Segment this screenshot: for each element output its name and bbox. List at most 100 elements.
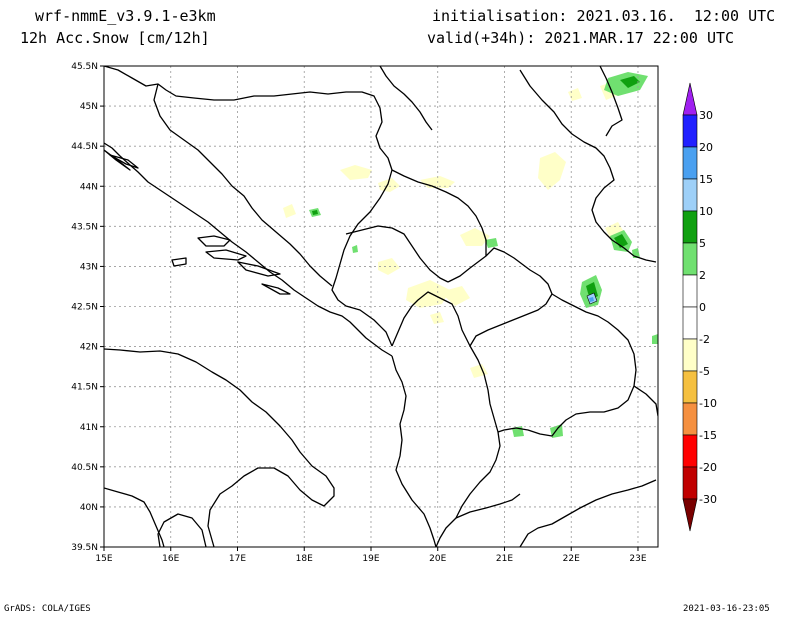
lat-tick-label: 41N [80, 423, 98, 433]
lat-tick-label: 45N [80, 102, 98, 112]
lat-tick-label: 44N [80, 182, 98, 192]
bulgaria-north [633, 255, 657, 263]
greece-coast [519, 479, 657, 547]
snow-light-patches [283, 82, 625, 378]
romania-north [599, 66, 623, 137]
lon-tick-label: 19E [362, 554, 379, 564]
colorbar-label: 10 [699, 205, 713, 218]
model-title: wrf-nmmE_v3.9.1-e3km [35, 7, 216, 25]
snow-light-patch [440, 286, 470, 306]
lon-tick-label: 16E [162, 554, 179, 564]
snow-light-patch [430, 312, 444, 324]
border-kosovo [447, 247, 553, 347]
colorbar-label: 30 [699, 109, 713, 122]
snow-light-patch [568, 88, 582, 101]
colorbar-bin [682, 146, 698, 180]
colorbar-bin [682, 210, 698, 244]
colorbar-label: 5 [699, 237, 706, 250]
italy-coast-west [104, 487, 165, 547]
colorbar-label: 15 [699, 173, 713, 186]
colorbar-bin [682, 242, 698, 276]
colorbar-label: -15 [699, 429, 717, 442]
island-korcula [171, 257, 187, 267]
snow-light-patch [460, 228, 490, 246]
colorbar-label: 0 [699, 301, 706, 314]
colorbar-bin [682, 178, 698, 212]
colorbar-top-arrow [682, 82, 698, 116]
border-serbia-north [379, 66, 433, 131]
colorbar-bottom-arrow [682, 498, 698, 532]
colorbar-label: -5 [699, 365, 710, 378]
colorbar-label: -2 [699, 333, 710, 346]
lat-tick-label: 39.5N [71, 543, 98, 553]
lat-tick-label: 42N [80, 343, 98, 353]
greece-west-coast [455, 493, 521, 519]
italy-gulf-taranto [157, 513, 207, 547]
snow-light-patch [538, 152, 566, 190]
snow-green-patch [512, 426, 524, 437]
render-timestamp: 2021-03-16-23:05 [683, 604, 770, 614]
border-bosnia-west [153, 83, 333, 287]
border-montenegro [345, 225, 449, 283]
valid-time: valid(+34h): 2021.MAR.17 22:00 UTC [427, 29, 735, 47]
border-bosnia-north [104, 66, 393, 171]
island-mljet [261, 283, 291, 295]
colorbar-label: 2 [699, 269, 706, 282]
island-brac [197, 235, 231, 247]
colorbar-label: -30 [699, 493, 717, 506]
colorbar-bin [682, 434, 698, 468]
snow-darkgreen-patch [312, 210, 318, 215]
island-peljesac [237, 261, 281, 277]
lon-tick-label: 17E [229, 554, 246, 564]
snow-blue-core [589, 297, 594, 302]
island-2 [109, 154, 139, 169]
lat-tick-label: 41.5N [71, 383, 98, 393]
initialisation-time: initialisation: 2021.03.16. 12:00 UTC [432, 7, 776, 25]
lon-tick-label: 22E [563, 554, 580, 564]
albania-coast [391, 355, 437, 547]
snow-light-patch [378, 178, 400, 192]
coastlines-borders [104, 66, 658, 547]
border-bulgaria [497, 293, 637, 437]
snow-green-patches [309, 72, 658, 438]
lon-tick-label: 15E [95, 554, 112, 564]
border-montenegro-south [345, 305, 393, 347]
graticule [104, 66, 658, 547]
snow-green-patch [352, 245, 358, 253]
lat-tick-label: 43.5N [71, 222, 98, 232]
lon-tick-label: 21E [496, 554, 513, 564]
lat-tick-label: 42.5N [71, 303, 98, 313]
colorbar-label: 20 [699, 141, 713, 154]
italy-coast-east [104, 348, 335, 547]
lon-tick-label: 23E [629, 554, 646, 564]
border-albania-north [391, 291, 501, 547]
colorbar-bin [682, 370, 698, 404]
border-serbia-south [391, 169, 487, 256]
border-serbia-romania [519, 69, 635, 257]
border-bosnia-east [331, 169, 393, 307]
snow-green-patch [652, 334, 658, 344]
island-hvar [205, 249, 247, 261]
snow-light-patch [340, 165, 372, 180]
lon-tick-label: 18E [296, 554, 313, 564]
axis-ticks: 15E 16E 17E 18E 19E 20E 21E 22E 23E 39.5N 40N 40.5N… [71, 62, 647, 564]
lat-tick-label: 40.5N [71, 463, 98, 473]
snow-darkgreen-patch [620, 76, 640, 88]
colorbar-label: -20 [699, 461, 717, 474]
border-greece-east [633, 385, 658, 417]
snow-light-patch [470, 364, 488, 378]
colorbar-bin [682, 338, 698, 372]
croatia-coast [104, 142, 393, 357]
snow-light-patch [283, 204, 296, 218]
lat-tick-label: 40N [80, 503, 98, 513]
colorbar-bin [682, 402, 698, 436]
colorbar-label: -10 [699, 397, 717, 410]
colorbar-bin [682, 274, 698, 308]
snow-green-patch [485, 238, 498, 248]
lat-tick-label: 44.5N [71, 142, 98, 152]
colorbar-bin [682, 306, 698, 340]
lon-tick-label: 20E [429, 554, 446, 564]
snow-field [283, 72, 658, 438]
